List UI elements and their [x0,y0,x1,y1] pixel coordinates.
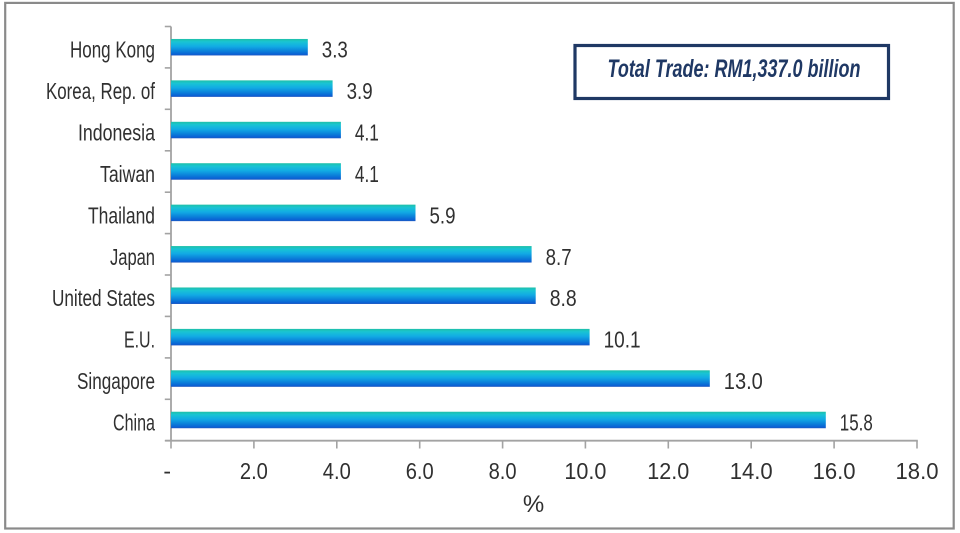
svg-text:8.8: 8.8 [550,285,577,311]
svg-text:18.0: 18.0 [896,458,939,484]
svg-text:14.0: 14.0 [730,458,773,484]
svg-text:2.0: 2.0 [240,458,268,484]
svg-text:E.U.: E.U. [124,327,155,353]
svg-text:15.8: 15.8 [840,410,873,436]
svg-text:United States: United States [52,285,155,311]
svg-text:5.9: 5.9 [430,202,456,228]
svg-text:4.1: 4.1 [355,161,379,187]
svg-text:Hong Kong: Hong Kong [70,37,155,63]
svg-text:16.0: 16.0 [813,458,856,484]
svg-text:%: % [523,491,544,518]
svg-text:10.1: 10.1 [604,327,641,353]
svg-text:China: China [113,410,155,436]
svg-text:4.1: 4.1 [355,120,379,146]
svg-text:Total Trade: RM1,337.0 billion: Total Trade: RM1,337.0 billion [608,55,861,83]
svg-text:6.0: 6.0 [406,458,434,484]
svg-text:Taiwan: Taiwan [100,161,155,187]
svg-text:3.3: 3.3 [322,37,348,63]
svg-text:Singapore: Singapore [77,368,155,394]
svg-text:Korea, Rep. of: Korea, Rep. of [46,78,155,104]
svg-text:Indonesia: Indonesia [78,120,155,146]
svg-text:13.0: 13.0 [724,368,763,394]
svg-text:8.7: 8.7 [546,244,572,270]
svg-text:4.0: 4.0 [323,458,351,484]
svg-text:12.0: 12.0 [647,458,689,484]
svg-text:Japan: Japan [110,244,155,270]
svg-text:3.9: 3.9 [347,78,373,104]
svg-text:Thailand: Thailand [88,202,155,228]
svg-text:8.0: 8.0 [489,458,517,484]
svg-text:-: - [163,458,171,484]
svg-text:10.0: 10.0 [564,458,606,484]
